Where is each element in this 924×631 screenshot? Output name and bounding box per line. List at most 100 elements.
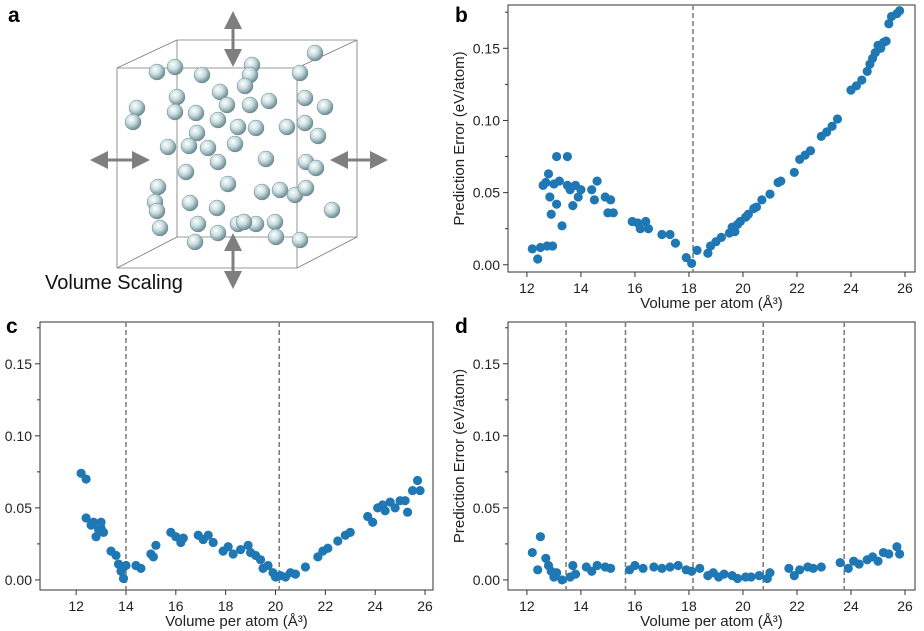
point — [687, 566, 697, 576]
point — [854, 559, 864, 569]
point — [535, 532, 546, 542]
y-tick-label: 0.10 — [473, 428, 500, 444]
point — [533, 254, 543, 264]
point — [643, 224, 654, 234]
point — [765, 568, 775, 578]
point — [568, 560, 578, 571]
point — [665, 229, 675, 240]
x-tick-label: 16 — [627, 280, 643, 296]
x-axis-label: Volume per atom (Å³) — [165, 613, 308, 630]
x-tick-label: 18 — [681, 280, 697, 296]
point — [136, 563, 146, 573]
y-tick-label: 0.05 — [5, 500, 32, 516]
point — [290, 569, 301, 579]
x-tick-label: 16 — [168, 598, 184, 614]
point — [862, 66, 872, 76]
point — [673, 560, 683, 571]
x-tick-label: 14 — [573, 598, 589, 614]
x-tick-label: 14 — [118, 598, 134, 614]
point — [795, 565, 805, 575]
x-tick-label: 22 — [789, 280, 805, 296]
point — [223, 542, 233, 552]
point — [827, 121, 837, 131]
point — [789, 167, 799, 178]
y-tick-label: 0.00 — [473, 572, 500, 588]
point — [151, 540, 161, 550]
point — [895, 6, 905, 16]
point — [754, 570, 764, 581]
x-tick-label: 20 — [735, 280, 751, 296]
point — [757, 195, 767, 205]
chart-panel: b 12 14 16 18 20 22 24 26 0.00 0.05 0.10 0.15 Volume … — [451, 4, 916, 312]
point — [91, 532, 101, 542]
chart-panel: c 12 14 16 18 20 22 24 26 0.00 0.05 0.10 0.15 Volume … — [5, 315, 434, 630]
point — [554, 176, 564, 186]
y-tick-label: 0.10 — [473, 112, 500, 128]
panel-label: b — [455, 4, 468, 27]
x-tick-label: 12 — [68, 598, 84, 614]
x-tick-label: 12 — [519, 280, 535, 296]
x-tick-label: 20 — [268, 598, 284, 614]
x-tick-label: 22 — [789, 598, 805, 614]
point — [552, 151, 562, 162]
panel-a: a — [8, 4, 388, 294]
point — [606, 195, 616, 205]
point — [113, 559, 124, 569]
point — [822, 127, 832, 137]
y-axis-label: Prediction Error (eV/atom) — [451, 369, 468, 543]
point — [557, 575, 567, 585]
point — [881, 36, 891, 46]
point — [543, 169, 554, 179]
point — [635, 224, 645, 234]
point — [851, 81, 861, 91]
x-axis-label: Volume per atom (Å³) — [640, 613, 783, 630]
atoms — [124, 44, 341, 251]
point — [541, 553, 551, 563]
point — [243, 540, 253, 550]
y-tick-label: 0.15 — [5, 356, 32, 372]
point — [743, 209, 753, 219]
point — [81, 474, 91, 484]
point — [570, 569, 581, 579]
panel-label: c — [6, 315, 18, 338]
x-tick-label: 16 — [627, 598, 643, 614]
point — [203, 530, 213, 540]
y-tick-label: 0.15 — [473, 40, 500, 56]
point — [730, 226, 740, 237]
point — [784, 563, 794, 573]
point — [527, 547, 537, 558]
plot-frame — [39, 321, 434, 591]
point — [895, 549, 905, 559]
x-tick-label: 26 — [897, 280, 913, 296]
point — [587, 185, 597, 195]
point — [345, 527, 355, 537]
point — [88, 517, 99, 527]
point — [649, 562, 659, 572]
point — [415, 485, 425, 496]
point — [873, 556, 883, 566]
x-axis-label: Volume per atom (Å³) — [640, 295, 783, 312]
x-tick-label: 24 — [843, 598, 859, 614]
point — [657, 563, 667, 573]
point — [719, 569, 729, 579]
point — [562, 151, 573, 162]
point — [412, 475, 423, 486]
point — [765, 189, 775, 199]
point — [695, 563, 705, 573]
point — [573, 192, 583, 202]
point — [368, 517, 378, 527]
point — [111, 550, 121, 561]
plot-frame — [507, 4, 916, 273]
point — [884, 549, 894, 559]
point — [703, 248, 713, 258]
point — [857, 75, 867, 85]
point — [96, 517, 106, 527]
plot-frame — [507, 321, 916, 591]
point — [751, 202, 762, 212]
point — [670, 238, 681, 248]
point — [592, 560, 602, 571]
x-tick-label: 26 — [417, 598, 433, 614]
point — [892, 542, 902, 552]
point — [687, 258, 697, 268]
